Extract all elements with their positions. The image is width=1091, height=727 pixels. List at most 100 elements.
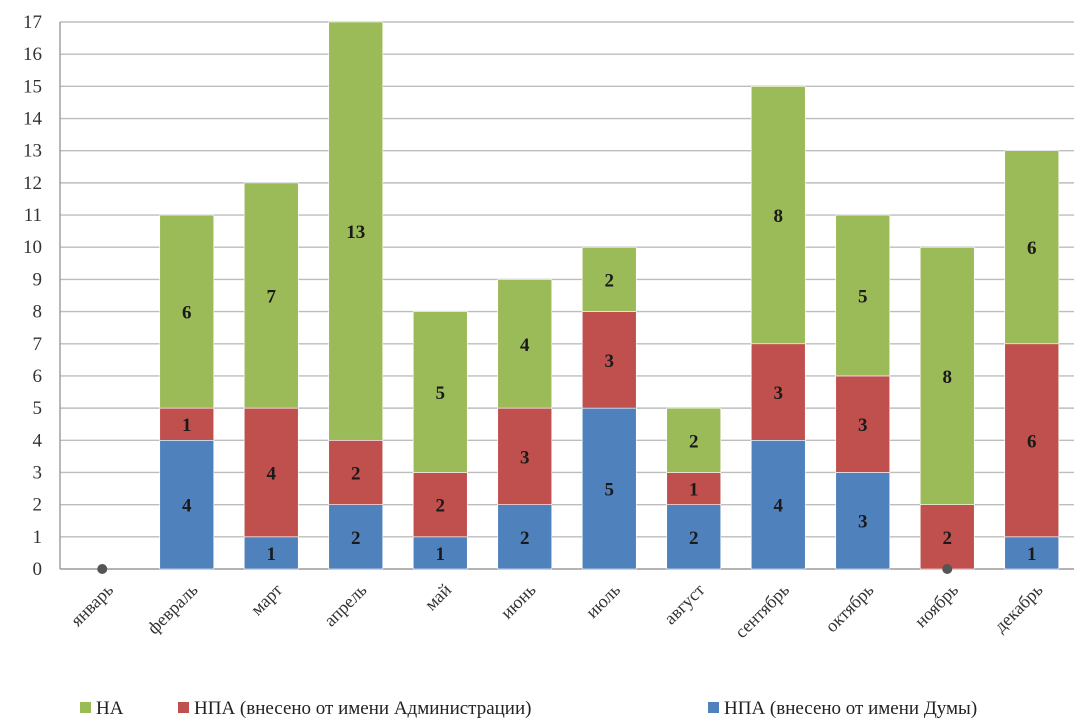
data-label: 4 <box>774 496 784 517</box>
data-label: 7 <box>267 287 277 308</box>
y-tick-label: 1 <box>33 527 43 548</box>
y-tick-label: 15 <box>23 76 42 97</box>
y-tick-label: 3 <box>33 462 43 483</box>
legend-item-na: НА <box>80 698 123 720</box>
data-label: 5 <box>858 287 868 308</box>
bar-segment <box>243 407 299 538</box>
data-label: 2 <box>520 528 530 549</box>
y-tick-label: 5 <box>33 398 43 419</box>
data-label: 2 <box>436 496 446 517</box>
x-category-label: июнь <box>497 580 540 623</box>
data-label: 3 <box>774 383 784 404</box>
data-label: 2 <box>351 463 361 484</box>
y-tick-label: 2 <box>33 495 43 516</box>
data-label: 1 <box>1027 544 1037 565</box>
legend-swatch-npa-duma <box>708 702 719 713</box>
x-category-label: декабрь <box>990 580 1047 637</box>
data-label: 13 <box>346 222 365 243</box>
y-tick-label: 14 <box>23 109 43 130</box>
data-label: 6 <box>1027 431 1037 452</box>
data-label: 3 <box>605 351 615 372</box>
data-label: 2 <box>605 270 615 291</box>
chart-canvas: 01234567891011121314151617январь416февра… <box>23 12 1074 642</box>
bar-segment <box>835 472 891 570</box>
bar-segment <box>581 311 637 409</box>
legend-label-na: НА <box>96 698 124 719</box>
data-label: 3 <box>858 512 868 533</box>
x-category-label: август <box>660 580 709 629</box>
bar-segment <box>412 472 468 538</box>
data-label: 2 <box>351 528 361 549</box>
bar-segment <box>750 343 806 441</box>
chart-legend: НА НПА (внесено от имени Администрации) … <box>0 698 1091 724</box>
y-tick-label: 4 <box>33 430 43 451</box>
bar-segment <box>328 21 384 441</box>
data-label: 3 <box>858 415 868 436</box>
bar-segment <box>581 407 637 570</box>
data-label: 8 <box>774 206 784 227</box>
legend-swatch-na <box>80 702 91 713</box>
legend-item-npa-admin: НПА (внесено от имени Администрации) <box>178 698 531 720</box>
data-label: 1 <box>182 415 192 436</box>
bar-segment <box>666 407 722 473</box>
bar-segment <box>497 407 553 505</box>
bar-segment <box>328 439 384 505</box>
y-tick-label: 6 <box>33 366 43 387</box>
y-tick-label: 7 <box>33 334 43 355</box>
y-tick-label: 10 <box>23 237 42 258</box>
x-category-label: май <box>421 579 456 614</box>
bar-segment <box>1004 150 1060 345</box>
x-category-label: июль <box>582 580 624 622</box>
x-category-label: ноябрь <box>911 580 963 632</box>
data-label: 1 <box>267 544 277 565</box>
data-label: 6 <box>1027 238 1037 259</box>
x-category-label: апрель <box>320 580 371 631</box>
data-label: 4 <box>182 496 192 517</box>
x-category-label: март <box>247 580 287 620</box>
bar-segment <box>159 214 215 409</box>
data-label: 1 <box>689 480 699 501</box>
x-category-label: октябрь <box>821 580 877 636</box>
legend-swatch-npa-admin <box>178 702 189 713</box>
y-tick-label: 0 <box>33 559 43 580</box>
data-label: 2 <box>689 431 699 452</box>
bar-segment <box>497 279 553 409</box>
data-label: 2 <box>943 528 953 549</box>
legend-label-npa-admin: НПА (внесено от имени Администрации) <box>194 698 532 719</box>
y-tick-label: 17 <box>23 12 42 33</box>
bar-segment <box>1004 343 1060 538</box>
y-tick-label: 13 <box>23 141 42 162</box>
zero-marker <box>942 564 953 574</box>
data-label: 4 <box>267 463 277 484</box>
bar-segment <box>412 311 468 473</box>
bar-segment <box>666 472 722 505</box>
zero-marker <box>97 564 108 574</box>
data-label: 2 <box>689 528 699 549</box>
data-label: 1 <box>436 544 446 565</box>
bar-segment <box>243 182 299 409</box>
legend-item-npa-duma: НПА (внесено от имени Думы) <box>708 698 977 720</box>
bar-segment <box>159 407 215 441</box>
data-label: 5 <box>436 383 446 404</box>
bar-segment <box>666 504 722 570</box>
x-category-label: январь <box>67 580 117 630</box>
bar-segment <box>412 536 468 570</box>
bar-segment <box>750 439 806 570</box>
bar-segment <box>919 246 975 505</box>
bar-segment <box>497 504 553 570</box>
bar-segment <box>919 504 975 570</box>
bar-segment <box>835 375 891 473</box>
y-tick-label: 11 <box>24 205 42 226</box>
bar-segment <box>243 536 299 570</box>
y-tick-label: 12 <box>23 173 42 194</box>
legend-label-npa-duma: НПА (внесено от имени Думы) <box>724 698 978 719</box>
x-category-label: сентябрь <box>731 580 793 642</box>
bar-segment <box>581 246 637 312</box>
data-label: 3 <box>520 447 530 468</box>
bar-segment <box>835 214 891 377</box>
y-tick-label: 9 <box>33 269 43 290</box>
bar-segment <box>750 86 806 345</box>
y-tick-label: 8 <box>33 302 43 323</box>
data-label: 6 <box>182 303 192 324</box>
